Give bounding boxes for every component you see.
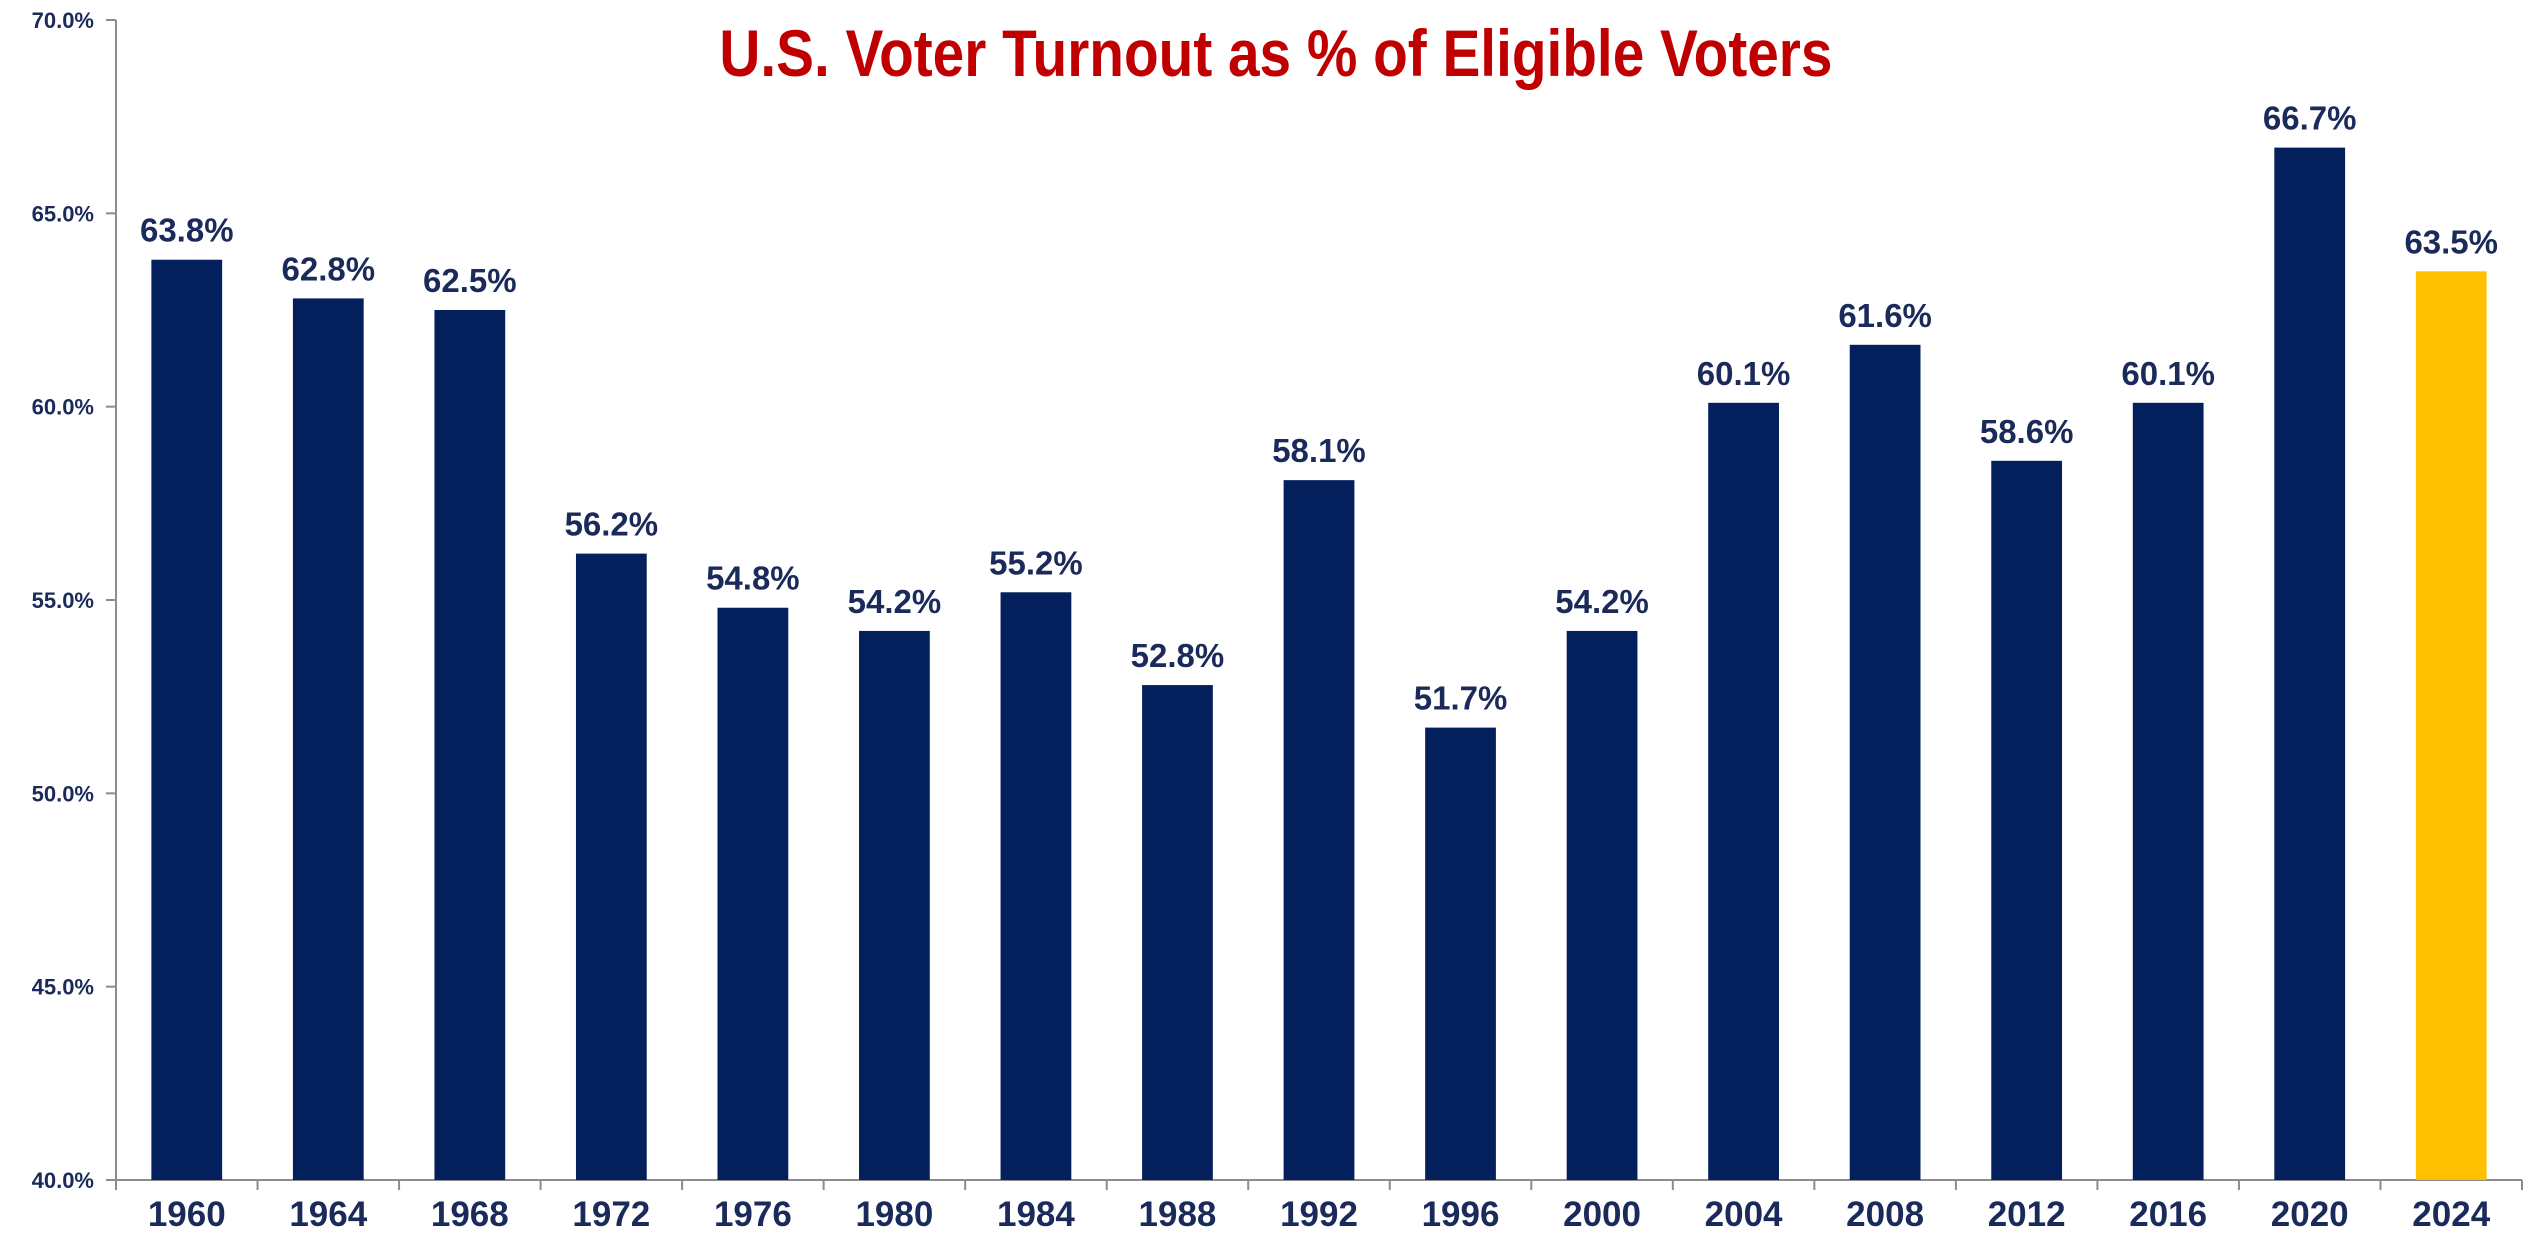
x-tick-label-2004: 2004: [1705, 1195, 1783, 1234]
x-tick-label-1984: 1984: [997, 1195, 1075, 1234]
x-tick-label-1968: 1968: [431, 1195, 509, 1234]
bar-2004: [1708, 402, 1779, 1180]
y-tick-label: 55.0%: [32, 588, 94, 613]
y-tick-label: 70.0%: [32, 8, 94, 33]
bar-2024: [2415, 271, 2487, 1180]
bar-1972: [575, 553, 647, 1180]
axes: 40.0% 45.0% 50.0% 55.0% 60.0% 65.0% 70.0%: [32, 8, 2523, 1193]
data-label-2000: 54.2%: [1555, 583, 1649, 620]
bar-1984: [1000, 592, 1072, 1180]
x-tick-label-2008: 2008: [1846, 1195, 1924, 1234]
x-tick-label-2012: 2012: [1988, 1195, 2066, 1234]
bar-1992: [1283, 480, 1355, 1181]
y-tick-label: 40.0%: [32, 1168, 94, 1193]
bar-1980: [859, 630, 930, 1180]
bar-1960: [151, 259, 223, 1180]
bar-2020: [2274, 147, 2346, 1181]
x-tick-label-2000: 2000: [1563, 1195, 1641, 1234]
bar-2012: [1991, 460, 2063, 1180]
bar-1988: [1142, 685, 1213, 1180]
bar-1968: [434, 310, 506, 1180]
bar-1976: [717, 607, 789, 1180]
data-label-1980: 54.2%: [848, 583, 942, 620]
chart-title: U.S. Voter Turnout as % of Eligible Vote…: [719, 17, 1832, 91]
x-tick-label-2024: 2024: [2412, 1195, 2490, 1234]
x-tick-label-1988: 1988: [1139, 1195, 1217, 1234]
data-label-2004: 60.1%: [1697, 355, 1791, 392]
y-tick-label: 60.0%: [32, 395, 94, 420]
data-label-2024: 63.5%: [2404, 223, 2498, 260]
bar-2016: [2132, 402, 2204, 1180]
y-tick-label: 45.0%: [32, 975, 94, 1000]
y-tick-label: 50.0%: [32, 781, 94, 806]
data-label-1972: 56.2%: [565, 506, 659, 543]
data-label-1968: 62.5%: [423, 262, 517, 299]
x-tick-label-1964: 1964: [289, 1195, 367, 1234]
data-label-2012: 58.6%: [1980, 413, 2074, 450]
x-tick-label-1980: 1980: [855, 1195, 933, 1234]
data-label-1960: 63.8%: [140, 212, 234, 249]
bar-1964: [292, 298, 364, 1180]
x-tick-label-2020: 2020: [2271, 1195, 2349, 1234]
bar-2008: [1849, 344, 1921, 1180]
x-tick-label-1976: 1976: [714, 1195, 792, 1234]
x-tick-label-1960: 1960: [148, 1195, 226, 1234]
bars: [151, 147, 2487, 1181]
data-label-1988: 52.8%: [1131, 637, 1225, 674]
bar-2000: [1566, 630, 1638, 1180]
data-label-1984: 55.2%: [989, 544, 1083, 581]
x-tick-label-1972: 1972: [572, 1195, 650, 1234]
y-tick-label: 65.0%: [32, 201, 94, 226]
data-label-2008: 61.6%: [1838, 297, 1932, 334]
data-label-1976: 54.8%: [706, 560, 800, 597]
data-label-1964: 62.8%: [282, 250, 376, 287]
data-label-2020: 66.7%: [2263, 100, 2357, 137]
x-tick-label-1996: 1996: [1422, 1195, 1500, 1234]
x-tick-label-1992: 1992: [1280, 1195, 1358, 1234]
bar-1996: [1425, 727, 1496, 1180]
data-label-2016: 60.1%: [2121, 355, 2215, 392]
x-tick-label-2016: 2016: [2129, 1195, 2207, 1234]
data-labels: 63.8% 1960 62.8% 1964 62.5% 1968 56.2% 1972 54.8…: [140, 100, 2498, 1234]
data-label-1996: 51.7%: [1414, 680, 1508, 717]
data-label-1992: 58.1%: [1272, 432, 1366, 469]
